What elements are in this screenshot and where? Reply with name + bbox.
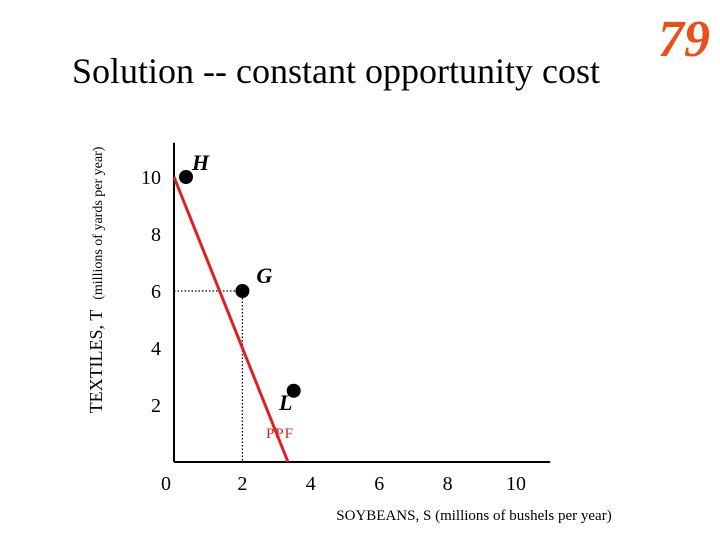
x-tick-label: 8 — [443, 473, 453, 495]
slide-number: 79 — [658, 11, 710, 68]
x-tick-label: 0 — [161, 473, 171, 495]
ticks: 0 2 4 6 8 10 2 4 6 8 10 — [141, 167, 526, 495]
y-tick-label: 6 — [151, 281, 161, 303]
y-axis-title: TEXTILES, T (millions of yards per year) — [86, 146, 106, 413]
y-tick-label: 2 — [151, 395, 161, 417]
point-h-label: H — [191, 150, 210, 175]
point-g-label: G — [256, 263, 272, 288]
x-tick-label: 10 — [506, 473, 526, 495]
slide-title: Solution -- constant opportunity cost — [72, 51, 600, 91]
y-tick-label: 10 — [141, 167, 161, 189]
x-tick-label: 6 — [374, 473, 384, 495]
y-tick-label: 4 — [151, 338, 161, 360]
points: H G L — [179, 150, 301, 415]
y-tick-label: 8 — [151, 224, 161, 246]
y-axis-title-unit: (millions of yards per year) — [91, 146, 106, 300]
x-tick-label: 4 — [306, 473, 316, 495]
ppf-line — [172, 176, 290, 463]
ppf-label: PPF — [266, 426, 294, 442]
point-l-label: L — [278, 390, 292, 415]
y-axis-title-main: TEXTILES, T — [86, 310, 106, 414]
point-l-marker — [286, 383, 301, 398]
point-h-marker — [179, 170, 193, 184]
point-g-marker — [235, 284, 250, 298]
ppf-series: PPF — [172, 176, 294, 463]
x-tick-label: 2 — [237, 473, 247, 495]
reference-lines — [174, 290, 244, 462]
x-axis-title: SOYBEANS, S (millions of bushels per yea… — [336, 508, 611, 524]
